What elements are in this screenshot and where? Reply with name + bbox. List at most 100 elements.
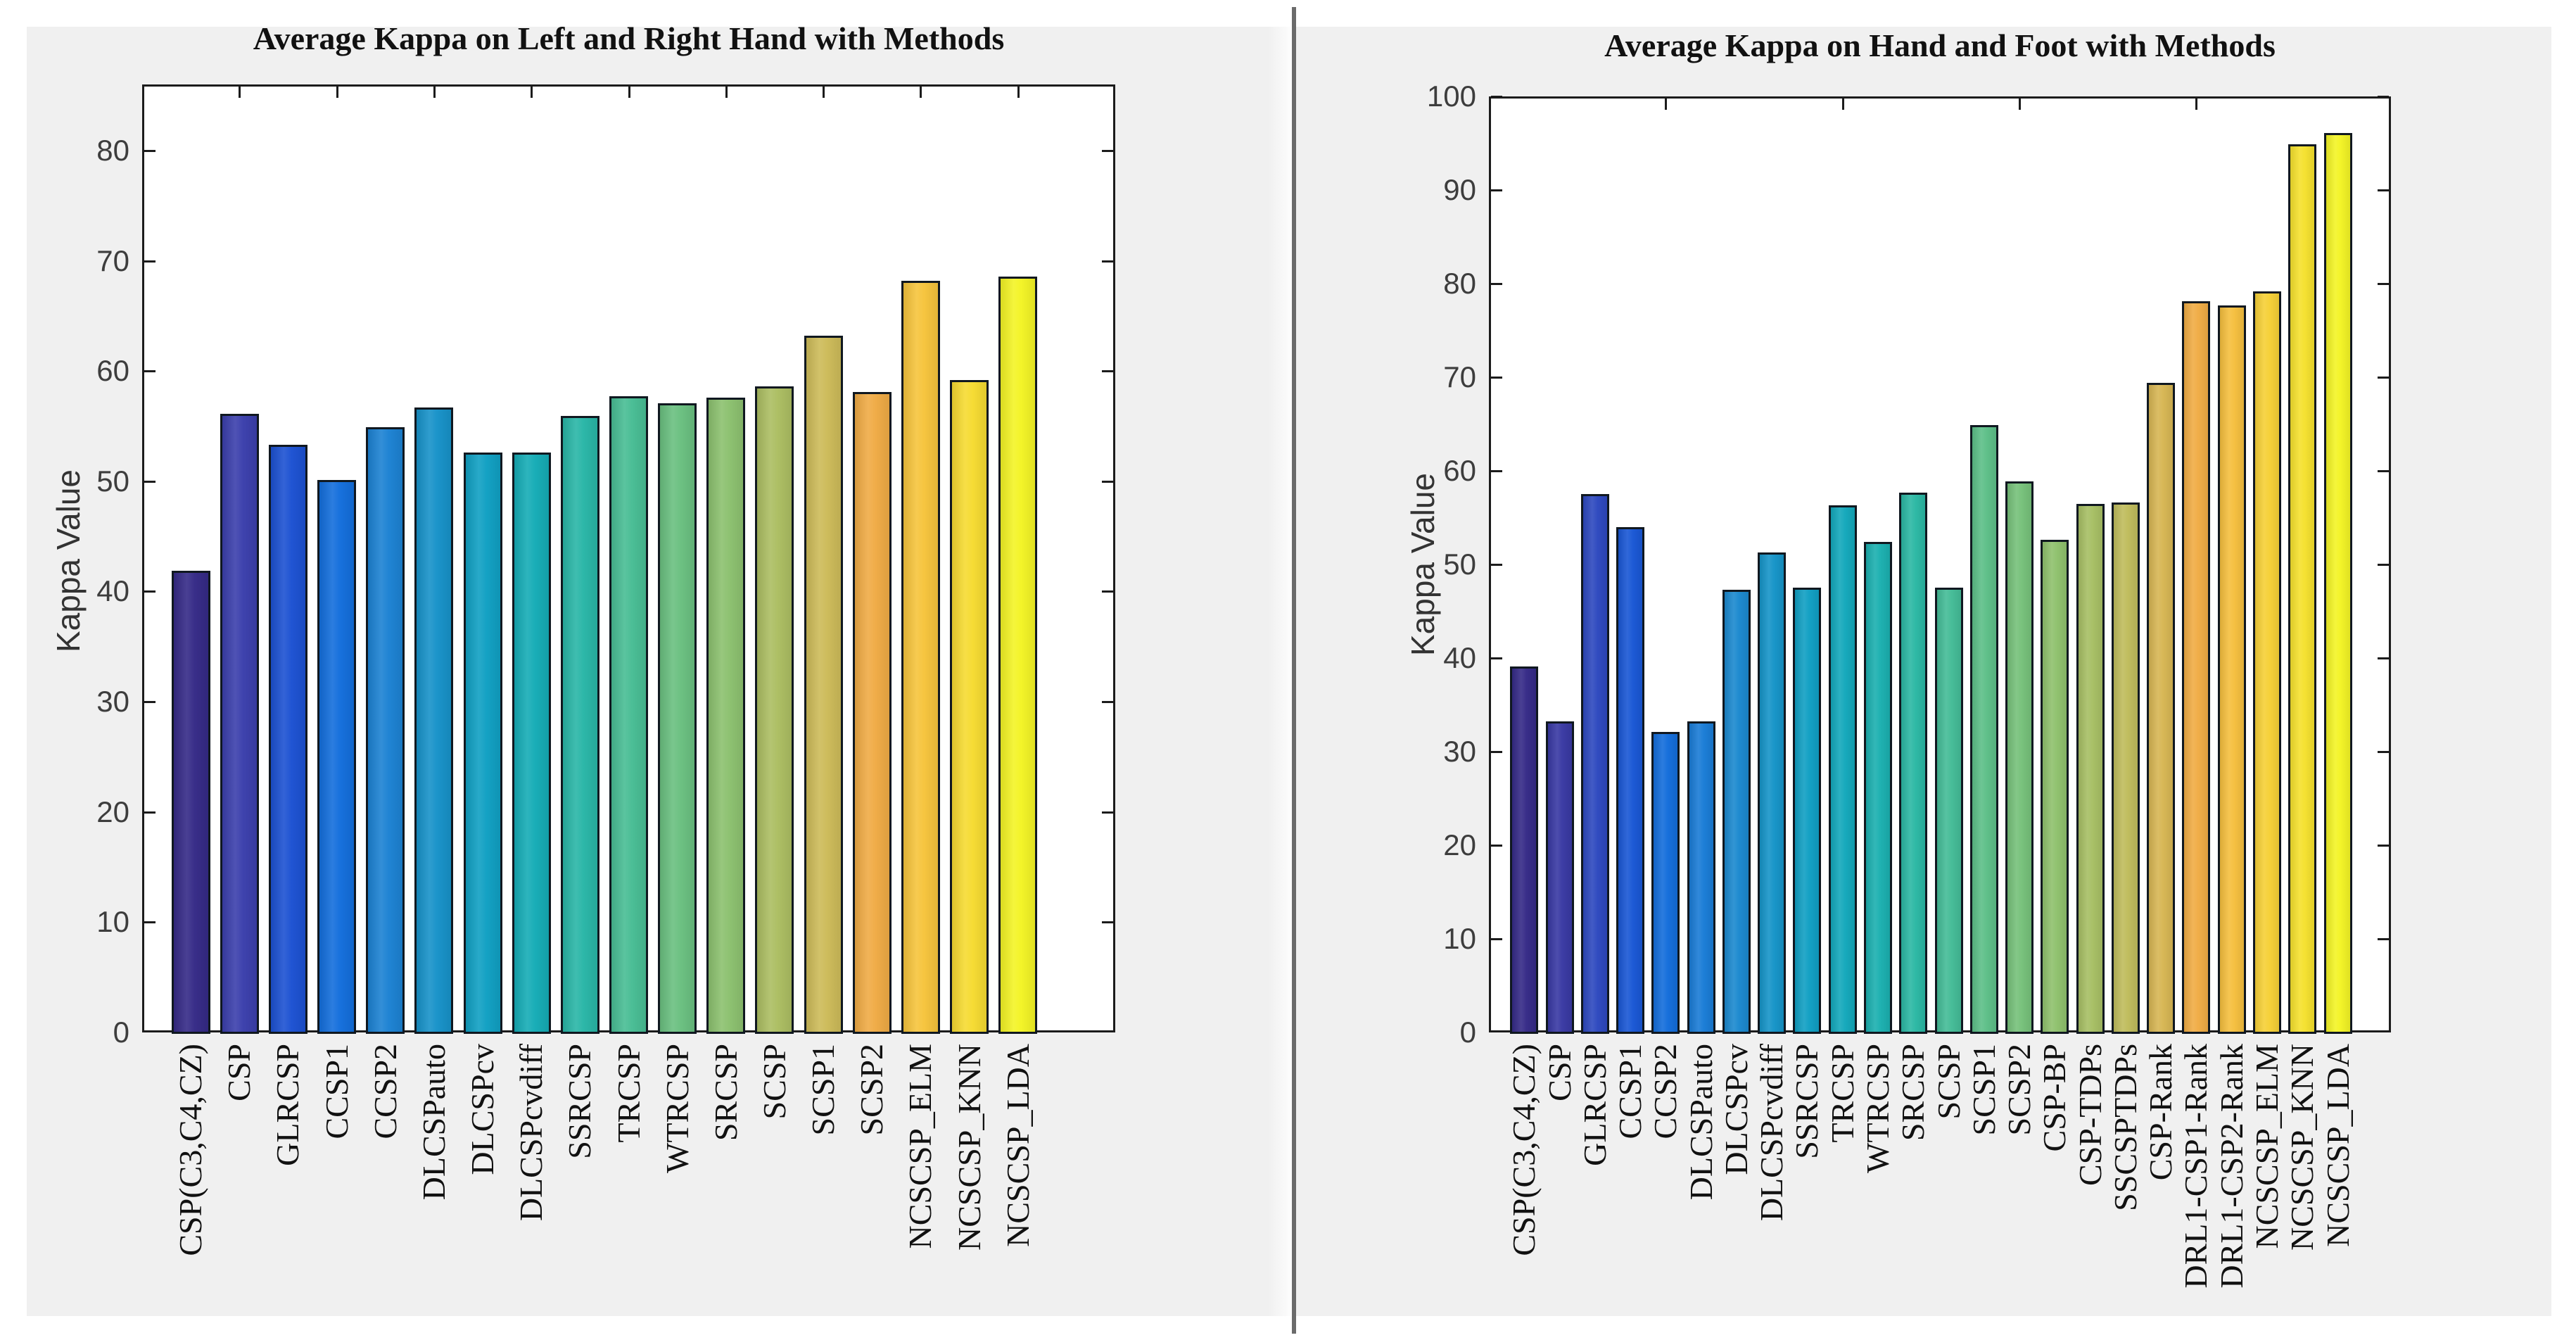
x-category-label: SSRCSP [1789, 1044, 1825, 1159]
x-category-label: SSRCSP [561, 1044, 597, 1159]
x-tick-mark [336, 87, 338, 98]
bar-CCSP1 [1616, 527, 1644, 1034]
bar-shading [1866, 544, 1890, 1032]
bar-shading [709, 400, 743, 1032]
y-tick-label: 30 [1443, 735, 1476, 768]
y-tick-mark [1491, 96, 1502, 98]
y-tick-mark [2378, 377, 2389, 379]
y-tick-label: 80 [96, 134, 129, 167]
y-tick-label: 80 [1443, 267, 1476, 300]
bar-SCSP2 [853, 392, 892, 1034]
x-category-label: NCSCSP_LDA [1000, 1044, 1036, 1247]
bar-shading [1618, 529, 1642, 1032]
bar-WTRCSP [658, 403, 697, 1034]
bar-SCSP2 [2005, 481, 2033, 1034]
bar-shading [1654, 734, 1677, 1032]
bar-shading [1937, 590, 1961, 1032]
x-tick-mark [2019, 99, 2021, 110]
y-tick-mark [144, 811, 156, 814]
bar-shading [1548, 723, 1572, 1032]
x-category-label: CCSP1 [319, 1044, 355, 1139]
bar-shading [855, 394, 889, 1032]
bar-CSP-TDPs [2076, 504, 2105, 1034]
bar-shading [2007, 483, 2031, 1032]
bar-shading [1972, 427, 1996, 1032]
y-tick-mark [144, 481, 156, 483]
bar-NCSCSP_ELM [2253, 291, 2281, 1034]
bar-GLRCSP [1581, 494, 1609, 1034]
bar-DRL1-CSP2-Rank [2218, 305, 2246, 1034]
x-category-label: DRL1-CSP2-Rank [2214, 1044, 2250, 1289]
y-tick-mark [2378, 751, 2389, 753]
bar-shading [611, 398, 646, 1032]
y-tick-mark [1102, 260, 1113, 263]
bar-shading [1725, 592, 1749, 1032]
bar-NCSCSP_KNN [2288, 144, 2316, 1034]
x-category-label: DLCSPcvdiff [1753, 1044, 1789, 1222]
x-category-label: DLCSPcvdiff [513, 1044, 549, 1222]
bar-NCSCSP_ELM [901, 281, 940, 1034]
bar-WTRCSP [1864, 542, 1892, 1034]
y-tick-mark [1491, 845, 1502, 847]
bar-CSP [1546, 721, 1574, 1034]
y-tick-mark [144, 921, 156, 923]
bar-shading [174, 573, 208, 1032]
bar-DLCSPcvdiff [1758, 552, 1786, 1034]
bar-SSCSPTDPs [2112, 503, 2140, 1034]
x-tick-mark [1017, 87, 1020, 98]
bar-shading [2079, 506, 2102, 1032]
x-tick-mark [531, 87, 533, 98]
y-tick-label: 40 [1443, 641, 1476, 674]
x-category-label: DLCSPauto [1683, 1044, 1719, 1201]
y-tick-label: 70 [1443, 360, 1476, 393]
y-tick-mark [2378, 470, 2389, 472]
x-category-label: CCSP2 [1647, 1044, 1683, 1139]
bar-SCSP1 [804, 336, 843, 1034]
bar-shading [319, 482, 354, 1032]
bar-SCSP [1935, 588, 1963, 1034]
x-category-label: GLRCSP [1577, 1044, 1613, 1166]
x-category-label: DLCSPcv [1718, 1044, 1754, 1175]
bar-shading [903, 283, 938, 1032]
x-category-label: SCSP2 [2001, 1044, 2037, 1136]
x-category-label: GLRCSP [269, 1044, 305, 1166]
x-tick-mark [1665, 99, 1667, 110]
bar-NCSCSP_LDA [2324, 133, 2352, 1034]
x-category-label: SRCSP [708, 1044, 744, 1142]
x-category-label: WTRCSP [659, 1044, 695, 1174]
bar-shading [806, 338, 841, 1032]
x-category-label: SCSP [756, 1044, 792, 1120]
bar-CSP-Rank [2147, 383, 2175, 1034]
x-category-label: SCSP1 [805, 1044, 841, 1136]
y-tick-mark [144, 260, 156, 263]
x-category-label: TRCSP [1825, 1044, 1860, 1143]
bar-shading [2220, 308, 2244, 1032]
bar-shading [660, 405, 694, 1032]
y-tick-mark [2378, 657, 2389, 659]
bar-shading [514, 455, 549, 1032]
y-tick-mark [1102, 701, 1113, 703]
bar-DLCSPcv [1722, 590, 1751, 1034]
bar-TRCSP [609, 396, 648, 1034]
bar-CSP(C3,C4,CZ) [1510, 666, 1538, 1034]
bar-SRCSP [1899, 493, 1927, 1034]
bar-SRCSP [706, 398, 745, 1034]
panel-divider [1292, 7, 1296, 1334]
x-tick-mark [1842, 99, 1844, 110]
y-tick-mark [1491, 470, 1502, 472]
bar-shading [417, 410, 451, 1032]
bar-DLCSPauto [414, 407, 453, 1034]
bar-shading [1831, 507, 1855, 1032]
y-tick-label: 90 [1443, 173, 1476, 206]
bar-shading [368, 429, 402, 1032]
bar-shading [2114, 505, 2138, 1032]
x-category-label: CSP-Rank [2143, 1044, 2178, 1181]
bar-TRCSP [1829, 505, 1857, 1034]
x-category-label: DRL1-CSP1-Rank [2178, 1044, 2214, 1289]
x-category-label: DLCSPauto [416, 1044, 452, 1201]
bar-DLCSPauto [1687, 721, 1715, 1034]
x-tick-mark [433, 87, 436, 98]
y-tick-mark [1491, 564, 1502, 566]
bar-shading [2326, 135, 2350, 1032]
y-tick-mark [2378, 189, 2389, 191]
